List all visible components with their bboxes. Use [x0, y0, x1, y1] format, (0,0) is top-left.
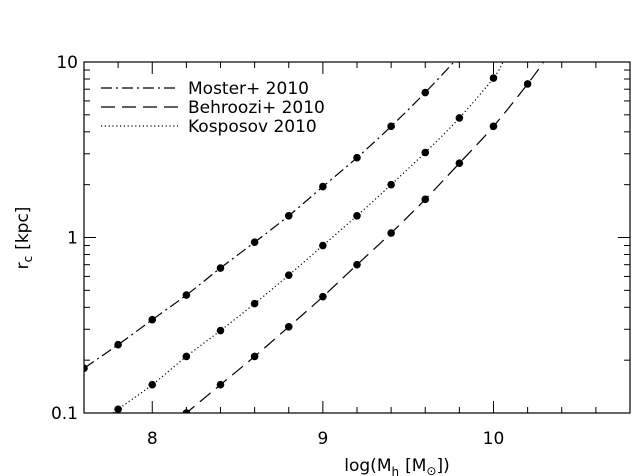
x-axis-label: log(Mh [M⊙])	[344, 456, 449, 476]
data-point	[455, 114, 464, 122]
data-point	[319, 241, 327, 250]
plot-frame-group	[83, 61, 631, 414]
data-point	[216, 326, 225, 335]
data-point	[319, 292, 327, 301]
data-point	[216, 380, 225, 389]
legend-label-2: Behroozi+ 2010	[188, 98, 325, 118]
data-point	[523, 80, 532, 88]
data-point	[182, 352, 191, 361]
data-point	[148, 315, 157, 324]
data-point	[387, 180, 395, 189]
data-point	[84, 364, 88, 372]
data-point	[353, 211, 361, 220]
legend-label-3: Kosposov 2010	[188, 117, 317, 137]
x-tick-label: 8	[147, 429, 158, 449]
data-point	[284, 322, 293, 331]
data-point	[455, 159, 464, 168]
data-point	[250, 352, 259, 361]
data-point	[421, 195, 430, 204]
data-point	[284, 211, 293, 220]
data-point	[216, 264, 225, 272]
data-point	[353, 153, 361, 162]
data-point	[421, 88, 430, 97]
data-point	[353, 260, 361, 269]
data-point	[387, 122, 395, 131]
y-tick-label: 10	[56, 53, 78, 73]
y-tick-label: 0.1	[51, 404, 78, 424]
data-point	[114, 340, 122, 349]
data-point	[182, 409, 191, 413]
data-point	[250, 238, 259, 247]
data-point	[182, 291, 191, 299]
data-point	[489, 74, 498, 82]
data-point	[319, 182, 327, 191]
data-point	[387, 229, 395, 237]
x-tick-label: 10	[483, 429, 505, 449]
data-point	[421, 148, 430, 157]
legend-label-1: Moster+ 2010	[188, 79, 309, 99]
data-point	[489, 122, 498, 131]
markers-group	[84, 74, 532, 413]
data-point	[250, 299, 259, 308]
data-point	[114, 405, 122, 413]
y-axis-label: rc[kpc]	[13, 207, 35, 270]
data-point	[148, 380, 157, 389]
x-tick-label: 9	[317, 429, 328, 449]
data-point	[284, 271, 293, 279]
y-tick-label: 1	[67, 229, 78, 249]
plot-frame	[83, 61, 631, 414]
ticks-group: 8 9 10 0.1 1 10	[51, 53, 631, 449]
